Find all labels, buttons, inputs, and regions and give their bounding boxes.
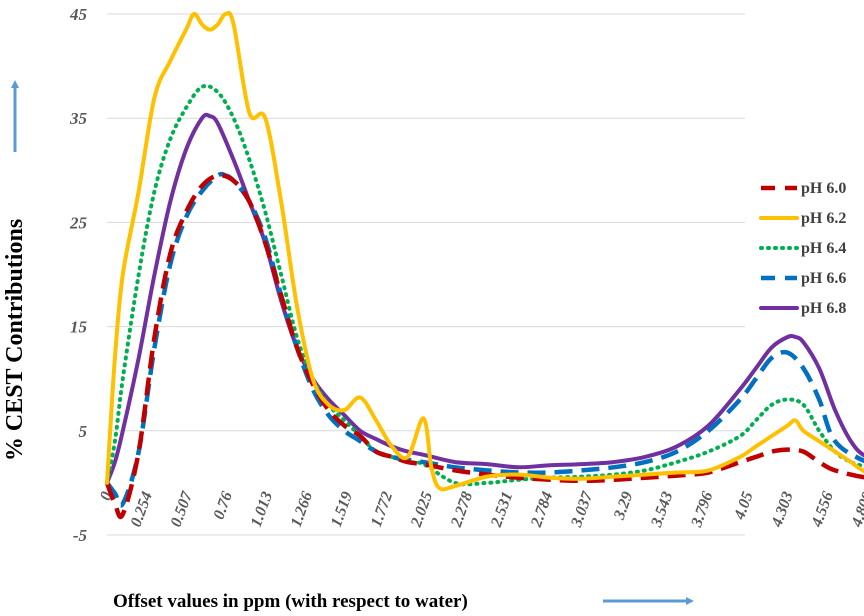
x-tick-label: 4.303 xyxy=(768,490,797,531)
x-tick-label: 0.76 xyxy=(210,490,236,522)
x-tick-label: 1.519 xyxy=(328,490,356,530)
x-tick-label: 3.543 xyxy=(648,490,677,531)
data-series xyxy=(104,10,864,520)
y-tick-label: 5 xyxy=(79,422,88,441)
x-tick-label: 1.266 xyxy=(288,490,316,530)
x-tick-label: 1.772 xyxy=(368,490,396,530)
x-tick-label: 3.29 xyxy=(611,490,637,523)
y-tick-label: 25 xyxy=(69,213,88,232)
y-tick-label: 45 xyxy=(69,5,88,24)
x-tick-label: 3.037 xyxy=(568,489,597,531)
y-axis-title: % CEST Contributions xyxy=(2,219,28,461)
series-line-ph-6-0 xyxy=(104,173,864,520)
series-line-ph-6-4 xyxy=(105,83,864,487)
y-tick-label: -5 xyxy=(73,526,88,545)
legend-label: pH 6.4 xyxy=(801,240,846,257)
x-tick-label: 2.531 xyxy=(488,490,517,531)
x-tick-label: 4.809 xyxy=(848,490,864,531)
x-tick-label: 2.278 xyxy=(448,490,477,531)
legend-label: pH 6.6 xyxy=(801,270,846,287)
legend-label: pH 6.0 xyxy=(801,180,846,197)
x-tick-label: 2.025 xyxy=(408,490,437,531)
series-line-ph-6-2 xyxy=(105,10,864,492)
x-tick-label: 2.784 xyxy=(528,490,557,531)
x-tick-label: 0.507 xyxy=(168,489,197,530)
x-tick-labels: 0 0.254 0.507 0.76 1.013 1.266 1.519 1.772 2.025… xyxy=(97,489,864,531)
y-tick-label: 35 xyxy=(69,109,88,128)
x-tick-label: 4.05 xyxy=(731,490,757,523)
legend-label: pH 6.2 xyxy=(801,210,846,227)
legend-label: pH 6.8 xyxy=(801,300,846,317)
series-line-ph-6-8 xyxy=(105,112,864,485)
legend: pH 6.0 pH 6.2 pH 6.4 pH 6.6 pH 6.8 xyxy=(759,180,846,317)
y-tick-label: 15 xyxy=(70,318,88,337)
x-axis-title: Offset values in ppm (with respect to wa… xyxy=(113,591,468,612)
series-line-ph-6-6 xyxy=(105,171,864,508)
x-tick-label: 3.796 xyxy=(688,490,717,531)
y-tick-labels: 45 35 25 15 5 -5 xyxy=(69,5,88,545)
x-tick-label: 0.254 xyxy=(128,490,156,530)
x-tick-label: 4.556 xyxy=(808,490,837,531)
x-tick-label: 1.013 xyxy=(248,490,276,530)
